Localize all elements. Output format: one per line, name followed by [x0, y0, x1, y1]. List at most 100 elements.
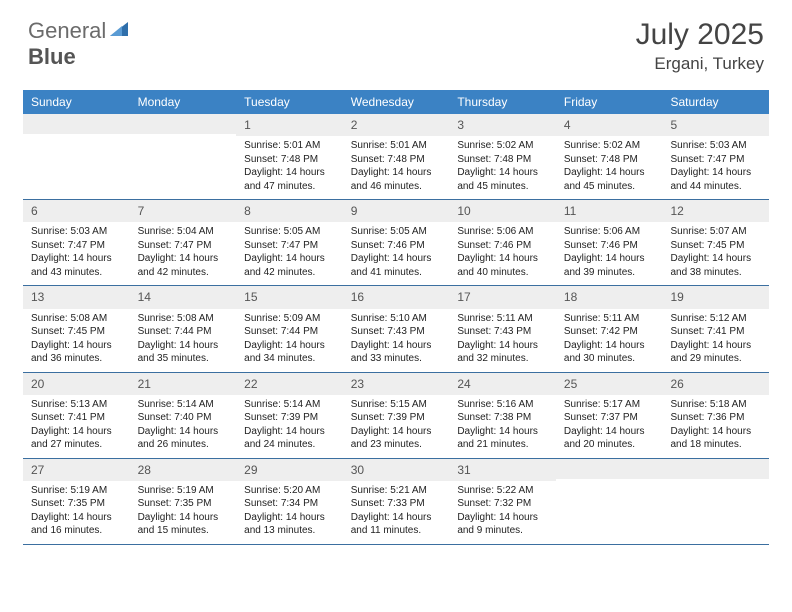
day-number: 26 — [662, 373, 769, 395]
daylight-text: Daylight: 14 hours and 18 minutes. — [670, 425, 761, 452]
day-cell: 13Sunrise: 5:08 AMSunset: 7:45 PMDayligh… — [23, 286, 130, 371]
day-cell: 17Sunrise: 5:11 AMSunset: 7:43 PMDayligh… — [449, 286, 556, 371]
day-body — [662, 479, 769, 537]
day-cell: 15Sunrise: 5:09 AMSunset: 7:44 PMDayligh… — [236, 286, 343, 371]
day-cell: 16Sunrise: 5:10 AMSunset: 7:43 PMDayligh… — [343, 286, 450, 371]
week-row: 1Sunrise: 5:01 AMSunset: 7:48 PMDaylight… — [23, 114, 769, 200]
day-body: Sunrise: 5:04 AMSunset: 7:47 PMDaylight:… — [130, 222, 237, 285]
day-number: 4 — [556, 114, 663, 136]
sunset-text: Sunset: 7:48 PM — [351, 153, 442, 167]
sunrise-text: Sunrise: 5:14 AM — [244, 398, 335, 412]
day-body: Sunrise: 5:10 AMSunset: 7:43 PMDaylight:… — [343, 309, 450, 372]
daylight-text: Daylight: 14 hours and 45 minutes. — [564, 166, 655, 193]
brand-logo: General Blue — [28, 18, 130, 70]
sunset-text: Sunset: 7:37 PM — [564, 411, 655, 425]
weekday-header: Wednesday — [343, 90, 450, 114]
brand-part2: Blue — [28, 44, 76, 69]
day-number — [23, 114, 130, 134]
sunrise-text: Sunrise: 5:16 AM — [457, 398, 548, 412]
weekday-header: Friday — [556, 90, 663, 114]
sunrise-text: Sunrise: 5:15 AM — [351, 398, 442, 412]
sunrise-text: Sunrise: 5:22 AM — [457, 484, 548, 498]
day-cell: 11Sunrise: 5:06 AMSunset: 7:46 PMDayligh… — [556, 200, 663, 285]
daylight-text: Daylight: 14 hours and 38 minutes. — [670, 252, 761, 279]
day-cell: 19Sunrise: 5:12 AMSunset: 7:41 PMDayligh… — [662, 286, 769, 371]
sunrise-text: Sunrise: 5:05 AM — [351, 225, 442, 239]
sunrise-text: Sunrise: 5:20 AM — [244, 484, 335, 498]
daylight-text: Daylight: 14 hours and 36 minutes. — [31, 339, 122, 366]
day-cell: 2Sunrise: 5:01 AMSunset: 7:48 PMDaylight… — [343, 114, 450, 199]
day-body: Sunrise: 5:14 AMSunset: 7:40 PMDaylight:… — [130, 395, 237, 458]
week-row: 6Sunrise: 5:03 AMSunset: 7:47 PMDaylight… — [23, 200, 769, 286]
sunset-text: Sunset: 7:36 PM — [670, 411, 761, 425]
sunset-text: Sunset: 7:45 PM — [670, 239, 761, 253]
day-body: Sunrise: 5:21 AMSunset: 7:33 PMDaylight:… — [343, 481, 450, 544]
day-body: Sunrise: 5:07 AMSunset: 7:45 PMDaylight:… — [662, 222, 769, 285]
day-cell: 21Sunrise: 5:14 AMSunset: 7:40 PMDayligh… — [130, 373, 237, 458]
day-number: 19 — [662, 286, 769, 308]
day-number: 14 — [130, 286, 237, 308]
sunset-text: Sunset: 7:42 PM — [564, 325, 655, 339]
sunrise-text: Sunrise: 5:17 AM — [564, 398, 655, 412]
sunset-text: Sunset: 7:47 PM — [244, 239, 335, 253]
weekday-header-row: SundayMondayTuesdayWednesdayThursdayFrid… — [23, 90, 769, 114]
sunrise-text: Sunrise: 5:03 AM — [31, 225, 122, 239]
weekday-header: Tuesday — [236, 90, 343, 114]
day-number: 13 — [23, 286, 130, 308]
daylight-text: Daylight: 14 hours and 16 minutes. — [31, 511, 122, 538]
sunrise-text: Sunrise: 5:19 AM — [31, 484, 122, 498]
day-body: Sunrise: 5:19 AMSunset: 7:35 PMDaylight:… — [23, 481, 130, 544]
daylight-text: Daylight: 14 hours and 33 minutes. — [351, 339, 442, 366]
day-body: Sunrise: 5:22 AMSunset: 7:32 PMDaylight:… — [449, 481, 556, 544]
daylight-text: Daylight: 14 hours and 47 minutes. — [244, 166, 335, 193]
sunset-text: Sunset: 7:44 PM — [138, 325, 229, 339]
sunrise-text: Sunrise: 5:19 AM — [138, 484, 229, 498]
day-cell: 30Sunrise: 5:21 AMSunset: 7:33 PMDayligh… — [343, 459, 450, 544]
daylight-text: Daylight: 14 hours and 34 minutes. — [244, 339, 335, 366]
sunrise-text: Sunrise: 5:08 AM — [138, 312, 229, 326]
day-number: 12 — [662, 200, 769, 222]
daylight-text: Daylight: 14 hours and 39 minutes. — [564, 252, 655, 279]
sunrise-text: Sunrise: 5:02 AM — [457, 139, 548, 153]
sunrise-text: Sunrise: 5:09 AM — [244, 312, 335, 326]
day-body: Sunrise: 5:20 AMSunset: 7:34 PMDaylight:… — [236, 481, 343, 544]
sunset-text: Sunset: 7:39 PM — [351, 411, 442, 425]
day-body: Sunrise: 5:03 AMSunset: 7:47 PMDaylight:… — [662, 136, 769, 199]
daylight-text: Daylight: 14 hours and 20 minutes. — [564, 425, 655, 452]
weekday-header: Sunday — [23, 90, 130, 114]
sunset-text: Sunset: 7:38 PM — [457, 411, 548, 425]
day-number: 25 — [556, 373, 663, 395]
day-number: 5 — [662, 114, 769, 136]
day-body — [556, 479, 663, 537]
sunset-text: Sunset: 7:46 PM — [457, 239, 548, 253]
sunrise-text: Sunrise: 5:06 AM — [564, 225, 655, 239]
day-body: Sunrise: 5:03 AMSunset: 7:47 PMDaylight:… — [23, 222, 130, 285]
day-number: 11 — [556, 200, 663, 222]
sunrise-text: Sunrise: 5:04 AM — [138, 225, 229, 239]
day-number — [556, 459, 663, 479]
day-body: Sunrise: 5:13 AMSunset: 7:41 PMDaylight:… — [23, 395, 130, 458]
sunset-text: Sunset: 7:48 PM — [564, 153, 655, 167]
sunrise-text: Sunrise: 5:11 AM — [564, 312, 655, 326]
daylight-text: Daylight: 14 hours and 23 minutes. — [351, 425, 442, 452]
day-number: 27 — [23, 459, 130, 481]
day-cell: 3Sunrise: 5:02 AMSunset: 7:48 PMDaylight… — [449, 114, 556, 199]
day-body: Sunrise: 5:01 AMSunset: 7:48 PMDaylight:… — [343, 136, 450, 199]
sunset-text: Sunset: 7:39 PM — [244, 411, 335, 425]
day-number: 24 — [449, 373, 556, 395]
day-number: 15 — [236, 286, 343, 308]
day-number: 30 — [343, 459, 450, 481]
daylight-text: Daylight: 14 hours and 46 minutes. — [351, 166, 442, 193]
daylight-text: Daylight: 14 hours and 26 minutes. — [138, 425, 229, 452]
sunset-text: Sunset: 7:34 PM — [244, 497, 335, 511]
daylight-text: Daylight: 14 hours and 44 minutes. — [670, 166, 761, 193]
day-number — [662, 459, 769, 479]
brand-part1: General — [28, 18, 106, 43]
day-body — [23, 134, 130, 192]
day-cell — [130, 114, 237, 199]
day-body: Sunrise: 5:02 AMSunset: 7:48 PMDaylight:… — [556, 136, 663, 199]
day-number: 2 — [343, 114, 450, 136]
day-cell: 10Sunrise: 5:06 AMSunset: 7:46 PMDayligh… — [449, 200, 556, 285]
day-number — [130, 114, 237, 134]
weekday-header: Monday — [130, 90, 237, 114]
